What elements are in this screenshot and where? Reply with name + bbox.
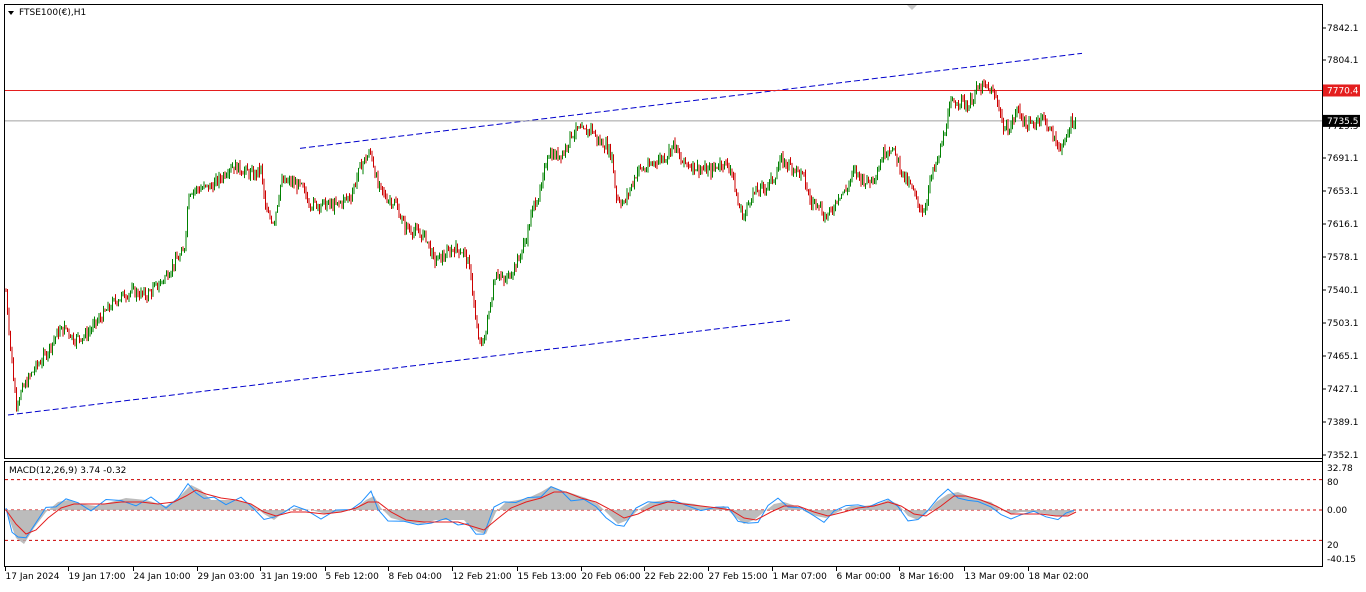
main-chart-frame[interactable] — [4, 4, 1323, 459]
price-axis-label: 7389.1 — [1327, 418, 1359, 428]
time-axis-label: 8 Feb 04:00 — [389, 572, 443, 582]
time-axis-label: 13 Mar 09:00 — [965, 572, 1025, 582]
current-badge-text: 7735.5 — [1327, 117, 1359, 127]
macd-histogram — [6, 485, 1074, 544]
price-axis-label: 7804.1 — [1327, 56, 1359, 66]
signal-line — [5, 489, 1077, 535]
symbol-title: FTSE100(€),H1 — [19, 8, 86, 18]
upper-channel-line[interactable] — [299, 52, 1083, 149]
macd-axis-label: 80 — [1327, 478, 1339, 488]
time-axis-label: 1 Mar 07:00 — [773, 572, 828, 582]
macd-axis-label: 20 — [1327, 541, 1339, 551]
price-axis-label: 7352.1 — [1327, 451, 1359, 461]
time-axis-label: 27 Feb 15:00 — [709, 572, 768, 582]
price-axis-label: 7540.1 — [1327, 286, 1359, 296]
price-axis-label: 7503.1 — [1327, 319, 1359, 329]
resistance-price-badge: 7770.4 — [1323, 84, 1360, 97]
price-axis-label: 7616.1 — [1327, 220, 1359, 230]
time-axis-label: 19 Jan 17:00 — [69, 572, 126, 582]
current-price-badge: 7735.5 — [1323, 114, 1360, 127]
price-axis-label: 7842.1 — [1327, 24, 1359, 34]
macd-axis-label: 32.78 — [1327, 464, 1353, 474]
time-axis-label: 20 Feb 06:00 — [582, 572, 641, 582]
symbol-menu-arrow-icon[interactable] — [8, 11, 14, 15]
lower-channel-line[interactable] — [7, 319, 791, 416]
price-axis-label: 7465.1 — [1327, 352, 1359, 362]
time-axis-label: 15 Feb 13:00 — [518, 572, 577, 582]
time-axis-label: 6 Mar 00:00 — [837, 572, 892, 582]
time-axis-label: 31 Jan 19:00 — [261, 572, 318, 582]
macd-line — [5, 482, 1075, 539]
time-axis-label: 29 Jan 03:00 — [198, 572, 255, 582]
chart-shift-marker[interactable] — [907, 5, 917, 10]
macd-title: MACD(12,26,9) 3.74 -0.32 — [9, 466, 126, 476]
time-axis-label: 18 Mar 02:00 — [1029, 572, 1089, 582]
resistance-badge-text: 7770.4 — [1327, 86, 1359, 96]
time-axis-label: 5 Feb 12:00 — [326, 572, 380, 582]
time-axis-label: 17 Jan 2024 — [6, 572, 60, 582]
macd-panel-frame[interactable] — [4, 461, 1323, 567]
time-axis-label: 8 Mar 16:00 — [900, 572, 955, 582]
time-axis-label: 22 Feb 22:00 — [645, 572, 704, 582]
time-axis-label: 24 Jan 10:00 — [134, 572, 191, 582]
current-badge-bg — [1323, 114, 1360, 127]
price-axis-label: 7653.1 — [1327, 187, 1359, 197]
price-axis-label: 7729.5 — [1327, 122, 1359, 132]
price-axis-label: 7691.1 — [1327, 154, 1359, 164]
macd-axis-label: 0.00 — [1327, 506, 1347, 516]
time-axis-label: 12 Feb 21:00 — [453, 572, 512, 582]
macd-axis-label: -40.15 — [1327, 555, 1356, 565]
price-axis-label: 7578.1 — [1327, 253, 1359, 263]
price-axis-label: 7427.1 — [1327, 385, 1359, 395]
resistance-badge-bg — [1323, 84, 1360, 97]
